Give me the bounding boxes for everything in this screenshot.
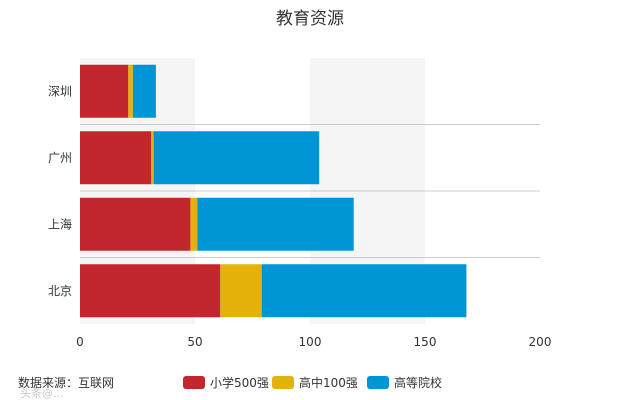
x-tick-label: 200 <box>529 335 552 349</box>
bar-segment <box>261 264 467 318</box>
x-tick-label: 150 <box>414 335 437 349</box>
x-tick-label: 100 <box>299 335 322 349</box>
x-tick-label: 50 <box>187 335 202 349</box>
legend-swatch <box>272 376 294 389</box>
bar-segment <box>151 131 154 185</box>
legend-label: 高等院校 <box>394 375 442 390</box>
bar-segment <box>190 197 198 251</box>
legend-swatch <box>367 376 389 389</box>
category-label: 深圳 <box>48 84 72 98</box>
category-label: 上海 <box>48 216 72 231</box>
legend-label: 小学500强 <box>210 375 269 390</box>
category-label: 北京 <box>48 284 72 298</box>
category-label: 广州 <box>48 151 72 165</box>
bar-segment <box>132 64 156 118</box>
bars <box>80 64 467 318</box>
bar-segment <box>80 264 221 318</box>
bar-segment <box>80 64 129 118</box>
x-tick-label: 0 <box>76 335 84 349</box>
legend-swatch <box>183 376 205 389</box>
watermark: 头条@... <box>20 386 64 400</box>
legend-label: 高中100强 <box>299 375 358 390</box>
bar-segment <box>80 197 191 251</box>
bar-segment <box>153 131 320 185</box>
chart-title: 教育资源 <box>276 9 344 29</box>
bar-segment <box>80 131 152 185</box>
source-note: 数据来源：互联网 <box>18 375 114 390</box>
x-axis-ticks: 0 50 100 150 200 <box>76 335 551 349</box>
category-separators <box>80 124 540 258</box>
bar-segment <box>220 264 262 318</box>
bar-segment <box>128 64 133 118</box>
bar-segment <box>197 197 354 251</box>
legend: 小学500强 高中100强 高等院校 <box>183 375 442 390</box>
